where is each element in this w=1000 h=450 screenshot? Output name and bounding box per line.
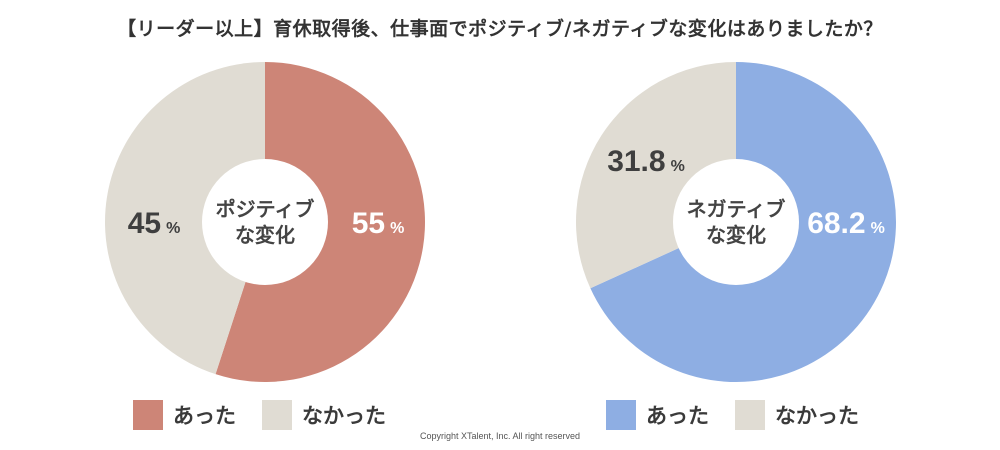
pie-center-label: な変化 xyxy=(235,223,295,247)
pie-center-label: な変化 xyxy=(706,223,766,247)
legend-item-yes: あった xyxy=(606,400,709,430)
chart-title: 【リーダー以上】育休取得後、仕事面でポジティブ/ネガティブな変化はありましたか？ xyxy=(117,18,883,40)
pie-center-hole xyxy=(673,159,799,285)
legend-swatch xyxy=(133,400,163,430)
legend-item-no: なかった xyxy=(262,400,386,430)
pie-slice-no xyxy=(105,62,265,375)
legend-positive: あった なかった xyxy=(133,400,412,430)
copyright-text: Copyright XTalent, Inc. All right reserv… xyxy=(419,431,581,441)
legend-swatch xyxy=(606,400,636,430)
pie-center-hole xyxy=(202,159,328,285)
legend-item-no: なかった xyxy=(735,400,859,430)
pie-value-label: 45% xyxy=(128,207,181,240)
legend-item-yes: あった xyxy=(133,400,236,430)
legend-label: あった xyxy=(646,404,709,428)
pie-center-label: ポジティブ xyxy=(216,197,315,221)
pie-value-label: 68.2% xyxy=(807,207,885,240)
legend-label: なかった xyxy=(302,404,386,428)
pie-center-label: ネガティブ xyxy=(687,197,786,221)
legend-swatch xyxy=(262,400,292,430)
pie-value-label: 31.8% xyxy=(607,145,685,178)
pie-value-label: 55% xyxy=(352,207,405,240)
pie-chart-negative: ネガティブな変化 68.2 % 31.8% xyxy=(576,62,897,382)
legend-swatch xyxy=(735,400,765,430)
legend-label: あった xyxy=(173,404,236,428)
legend-negative: あった なかった xyxy=(606,400,885,430)
legend-label: なかった xyxy=(775,404,859,428)
